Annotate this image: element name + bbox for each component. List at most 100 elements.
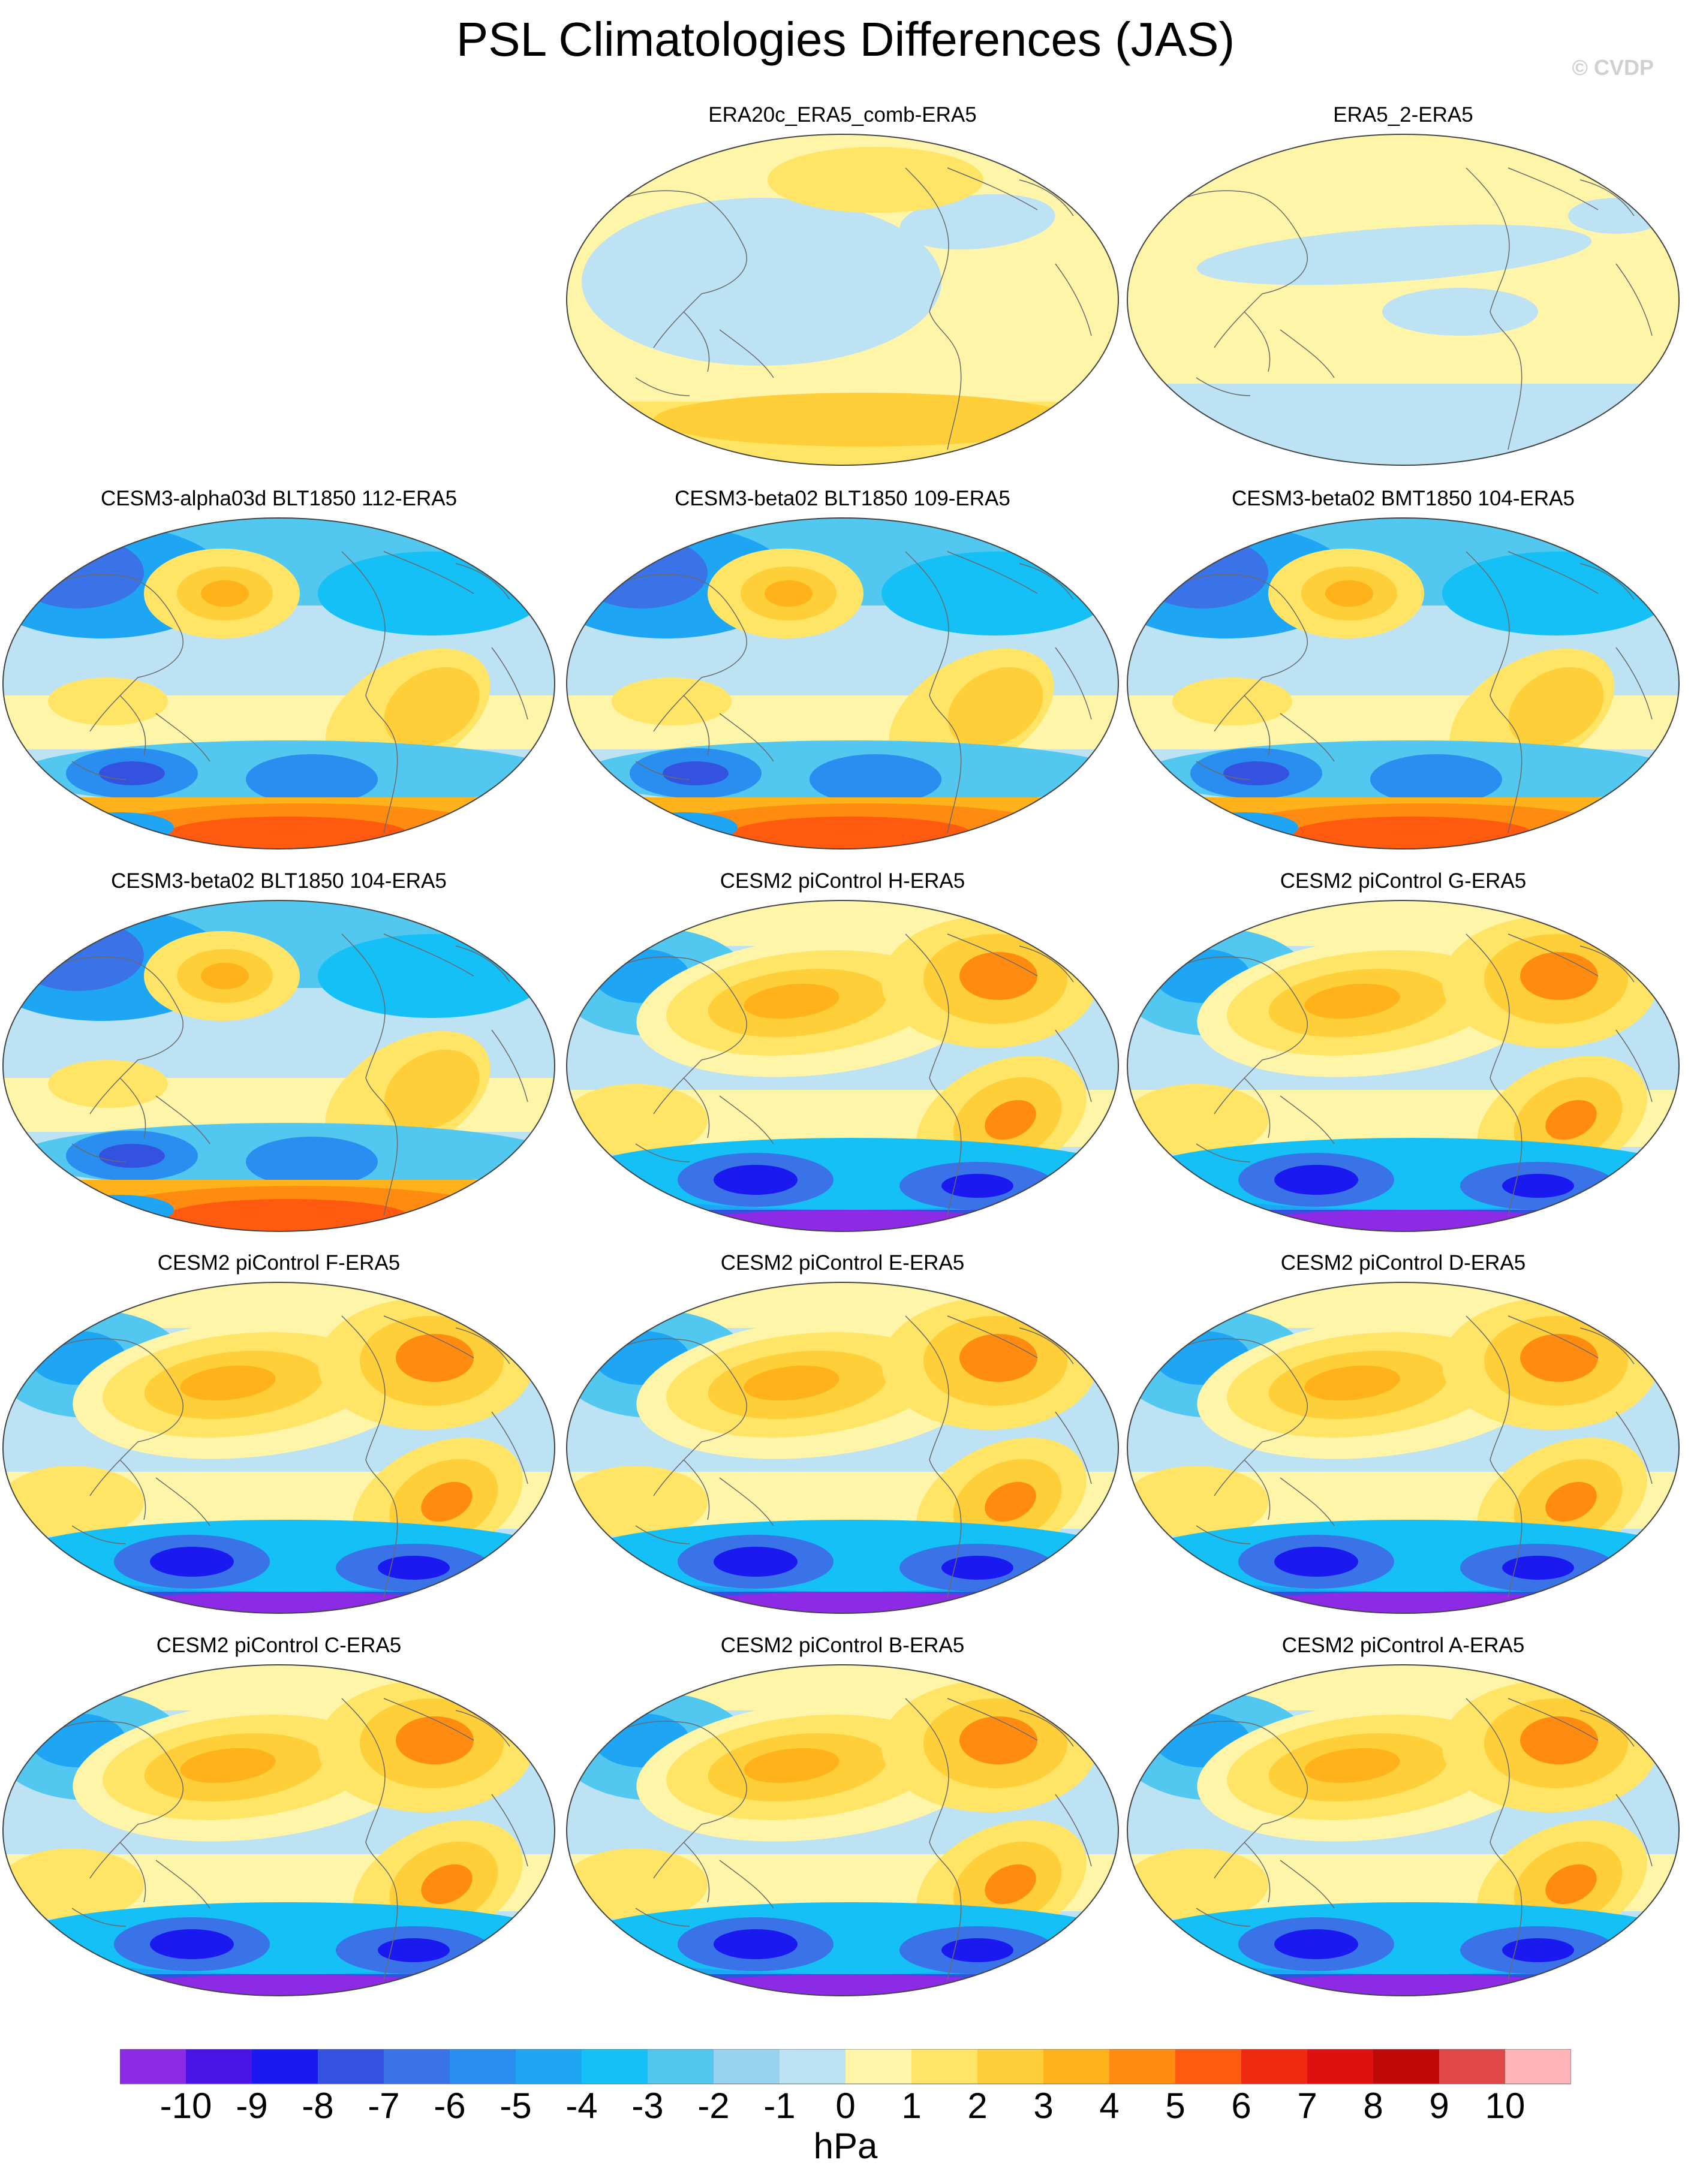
map-panel-p5: CESM3-beta02 BLT1850 104-ERA5 — [0, 868, 558, 1252]
panel-title: ERA5_2-ERA5 — [1333, 103, 1473, 126]
coastlines — [575, 167, 1092, 450]
colorbar-swatch — [714, 2049, 780, 2084]
panel-title: CESM2 piControl G-ERA5 — [1280, 869, 1527, 893]
map-outline — [566, 1282, 1119, 1614]
colorbar-tick-label: -1 — [763, 2086, 796, 2126]
coastlines — [575, 1315, 1092, 1598]
map-outline — [1127, 1282, 1680, 1614]
colorbar-swatch — [384, 2049, 450, 2084]
colorbar-swatch — [1307, 2049, 1374, 2084]
map-panel-p12: CESM2 piControl B-ERA5 — [564, 1632, 1121, 2016]
colorbar-tick-label: -3 — [631, 2086, 664, 2126]
colorbar-tick-label: 6 — [1231, 2086, 1251, 2126]
map-panel-p11: CESM2 piControl C-ERA5 — [0, 1632, 558, 2016]
colorbar-tick-label: 2 — [967, 2086, 988, 2126]
colorbar-swatch — [846, 2049, 912, 2084]
robinson-map — [566, 134, 1119, 466]
map-panel-p10: CESM2 piControl D-ERA5 — [1124, 1250, 1682, 1634]
panel-title: CESM2 piControl H-ERA5 — [720, 869, 965, 893]
panel-title: CESM3-beta02 BLT1850 109-ERA5 — [675, 487, 1010, 510]
coastlines — [575, 1698, 1092, 1981]
colorbar-swatch — [516, 2049, 582, 2084]
map-outline — [566, 1664, 1119, 1996]
map-outline — [1127, 1664, 1680, 1996]
map-panel-p6: CESM2 piControl H-ERA5 — [564, 868, 1121, 1252]
map-panel-p9: CESM2 piControl E-ERA5 — [564, 1250, 1121, 1634]
colorbar-swatch — [252, 2049, 318, 2084]
robinson-map — [566, 1282, 1119, 1614]
coastlines — [11, 1698, 528, 1981]
map-outline — [1127, 900, 1680, 1232]
colorbar-swatch — [648, 2049, 714, 2084]
colorbar-swatch — [1373, 2049, 1440, 2084]
coastlines — [1136, 1315, 1653, 1598]
coastlines — [575, 551, 1092, 834]
colorbar-tick-label: -5 — [500, 2086, 532, 2126]
colorbar-swatch — [318, 2049, 384, 2084]
colorbar-tick-label: 4 — [1099, 2086, 1120, 2126]
robinson-map — [2, 517, 555, 849]
panel-title: CESM2 piControl C-ERA5 — [156, 1634, 402, 1657]
colorbar-tick-label: -4 — [565, 2086, 598, 2126]
panel-title: CESM3-beta02 BMT1850 104-ERA5 — [1232, 487, 1575, 510]
colorbar-tick-label: 9 — [1429, 2086, 1449, 2126]
colorbar-tick-label: 8 — [1363, 2086, 1383, 2126]
psl-difference-field — [567, 518, 1118, 849]
robinson-map — [1127, 134, 1680, 466]
panel-title: CESM2 piControl F-ERA5 — [157, 1251, 401, 1275]
map-outline — [2, 517, 555, 849]
coastlines — [1136, 1698, 1653, 1981]
map-outline — [2, 900, 555, 1232]
map-panel-p8: CESM2 piControl F-ERA5 — [0, 1250, 558, 1634]
panel-title: CESM3-alpha03d BLT1850 112-ERA5 — [100, 487, 458, 510]
map-panel-p3: CESM3-beta02 BLT1850 109-ERA5 — [564, 486, 1121, 869]
coastlines — [11, 551, 528, 834]
robinson-map — [1127, 900, 1680, 1232]
map-outline — [2, 1664, 555, 1996]
colorbar-swatch — [1109, 2049, 1176, 2084]
colorbar-swatch — [911, 2049, 978, 2084]
panel-title: CESM2 piControl A-ERA5 — [1281, 1634, 1525, 1657]
colorbar-tick-label: 7 — [1297, 2086, 1317, 2126]
colorbar-tick-label: -6 — [434, 2086, 466, 2126]
map-outline — [566, 134, 1119, 466]
panel-title: ERA20c_ERA5_comb-ERA5 — [708, 103, 977, 126]
psl-difference-field — [567, 1665, 1118, 1996]
colorbar-swatch — [1043, 2049, 1110, 2084]
colorbar-swatch — [1175, 2049, 1242, 2084]
colorbar-swatch — [450, 2049, 516, 2084]
robinson-map — [566, 1664, 1119, 1996]
colorbar-tick-label: -2 — [697, 2086, 730, 2126]
coastlines — [11, 933, 528, 1216]
colorbar-swatch — [186, 2049, 252, 2084]
colorbar-tick-label: -8 — [302, 2086, 334, 2126]
coastlines — [1136, 933, 1653, 1216]
robinson-map — [1127, 517, 1680, 849]
colorbar-tick-label: -7 — [368, 2086, 400, 2126]
colorbar-swatch — [977, 2049, 1044, 2084]
panel-title: CESM2 piControl B-ERA5 — [720, 1634, 965, 1657]
robinson-map — [566, 900, 1119, 1232]
map-panel-p2: CESM3-alpha03d BLT1850 112-ERA5 — [0, 486, 558, 869]
robinson-map — [566, 517, 1119, 849]
figure-title: PSL Climatologies Differences (JAS) — [456, 13, 1235, 66]
colorbar-tick-label: 0 — [835, 2086, 856, 2126]
panel-title: CESM2 piControl E-ERA5 — [720, 1251, 965, 1275]
map-panel-p1: ERA5_2-ERA5 — [1124, 102, 1682, 486]
map-outline — [566, 517, 1119, 849]
map-panel-p13: CESM2 piControl A-ERA5 — [1124, 1632, 1682, 2016]
map-outline — [566, 900, 1119, 1232]
colorbar-tick-label: -10 — [160, 2086, 212, 2126]
colorbar-swatch — [120, 2049, 186, 2084]
cvdp-credit: © CVDP — [1572, 55, 1654, 80]
robinson-map — [1127, 1664, 1680, 1996]
map-outline — [1127, 517, 1680, 849]
colorbar-units: hPa — [813, 2126, 878, 2166]
colorbar-tick-label: -9 — [236, 2086, 268, 2126]
coastlines — [11, 1315, 528, 1598]
colorbar-swatch — [1505, 2049, 1571, 2084]
colorbar — [120, 2049, 1571, 2084]
colorbar-swatch — [582, 2049, 648, 2084]
coastlines — [1136, 167, 1653, 450]
panel-title: CESM2 piControl D-ERA5 — [1280, 1251, 1526, 1275]
